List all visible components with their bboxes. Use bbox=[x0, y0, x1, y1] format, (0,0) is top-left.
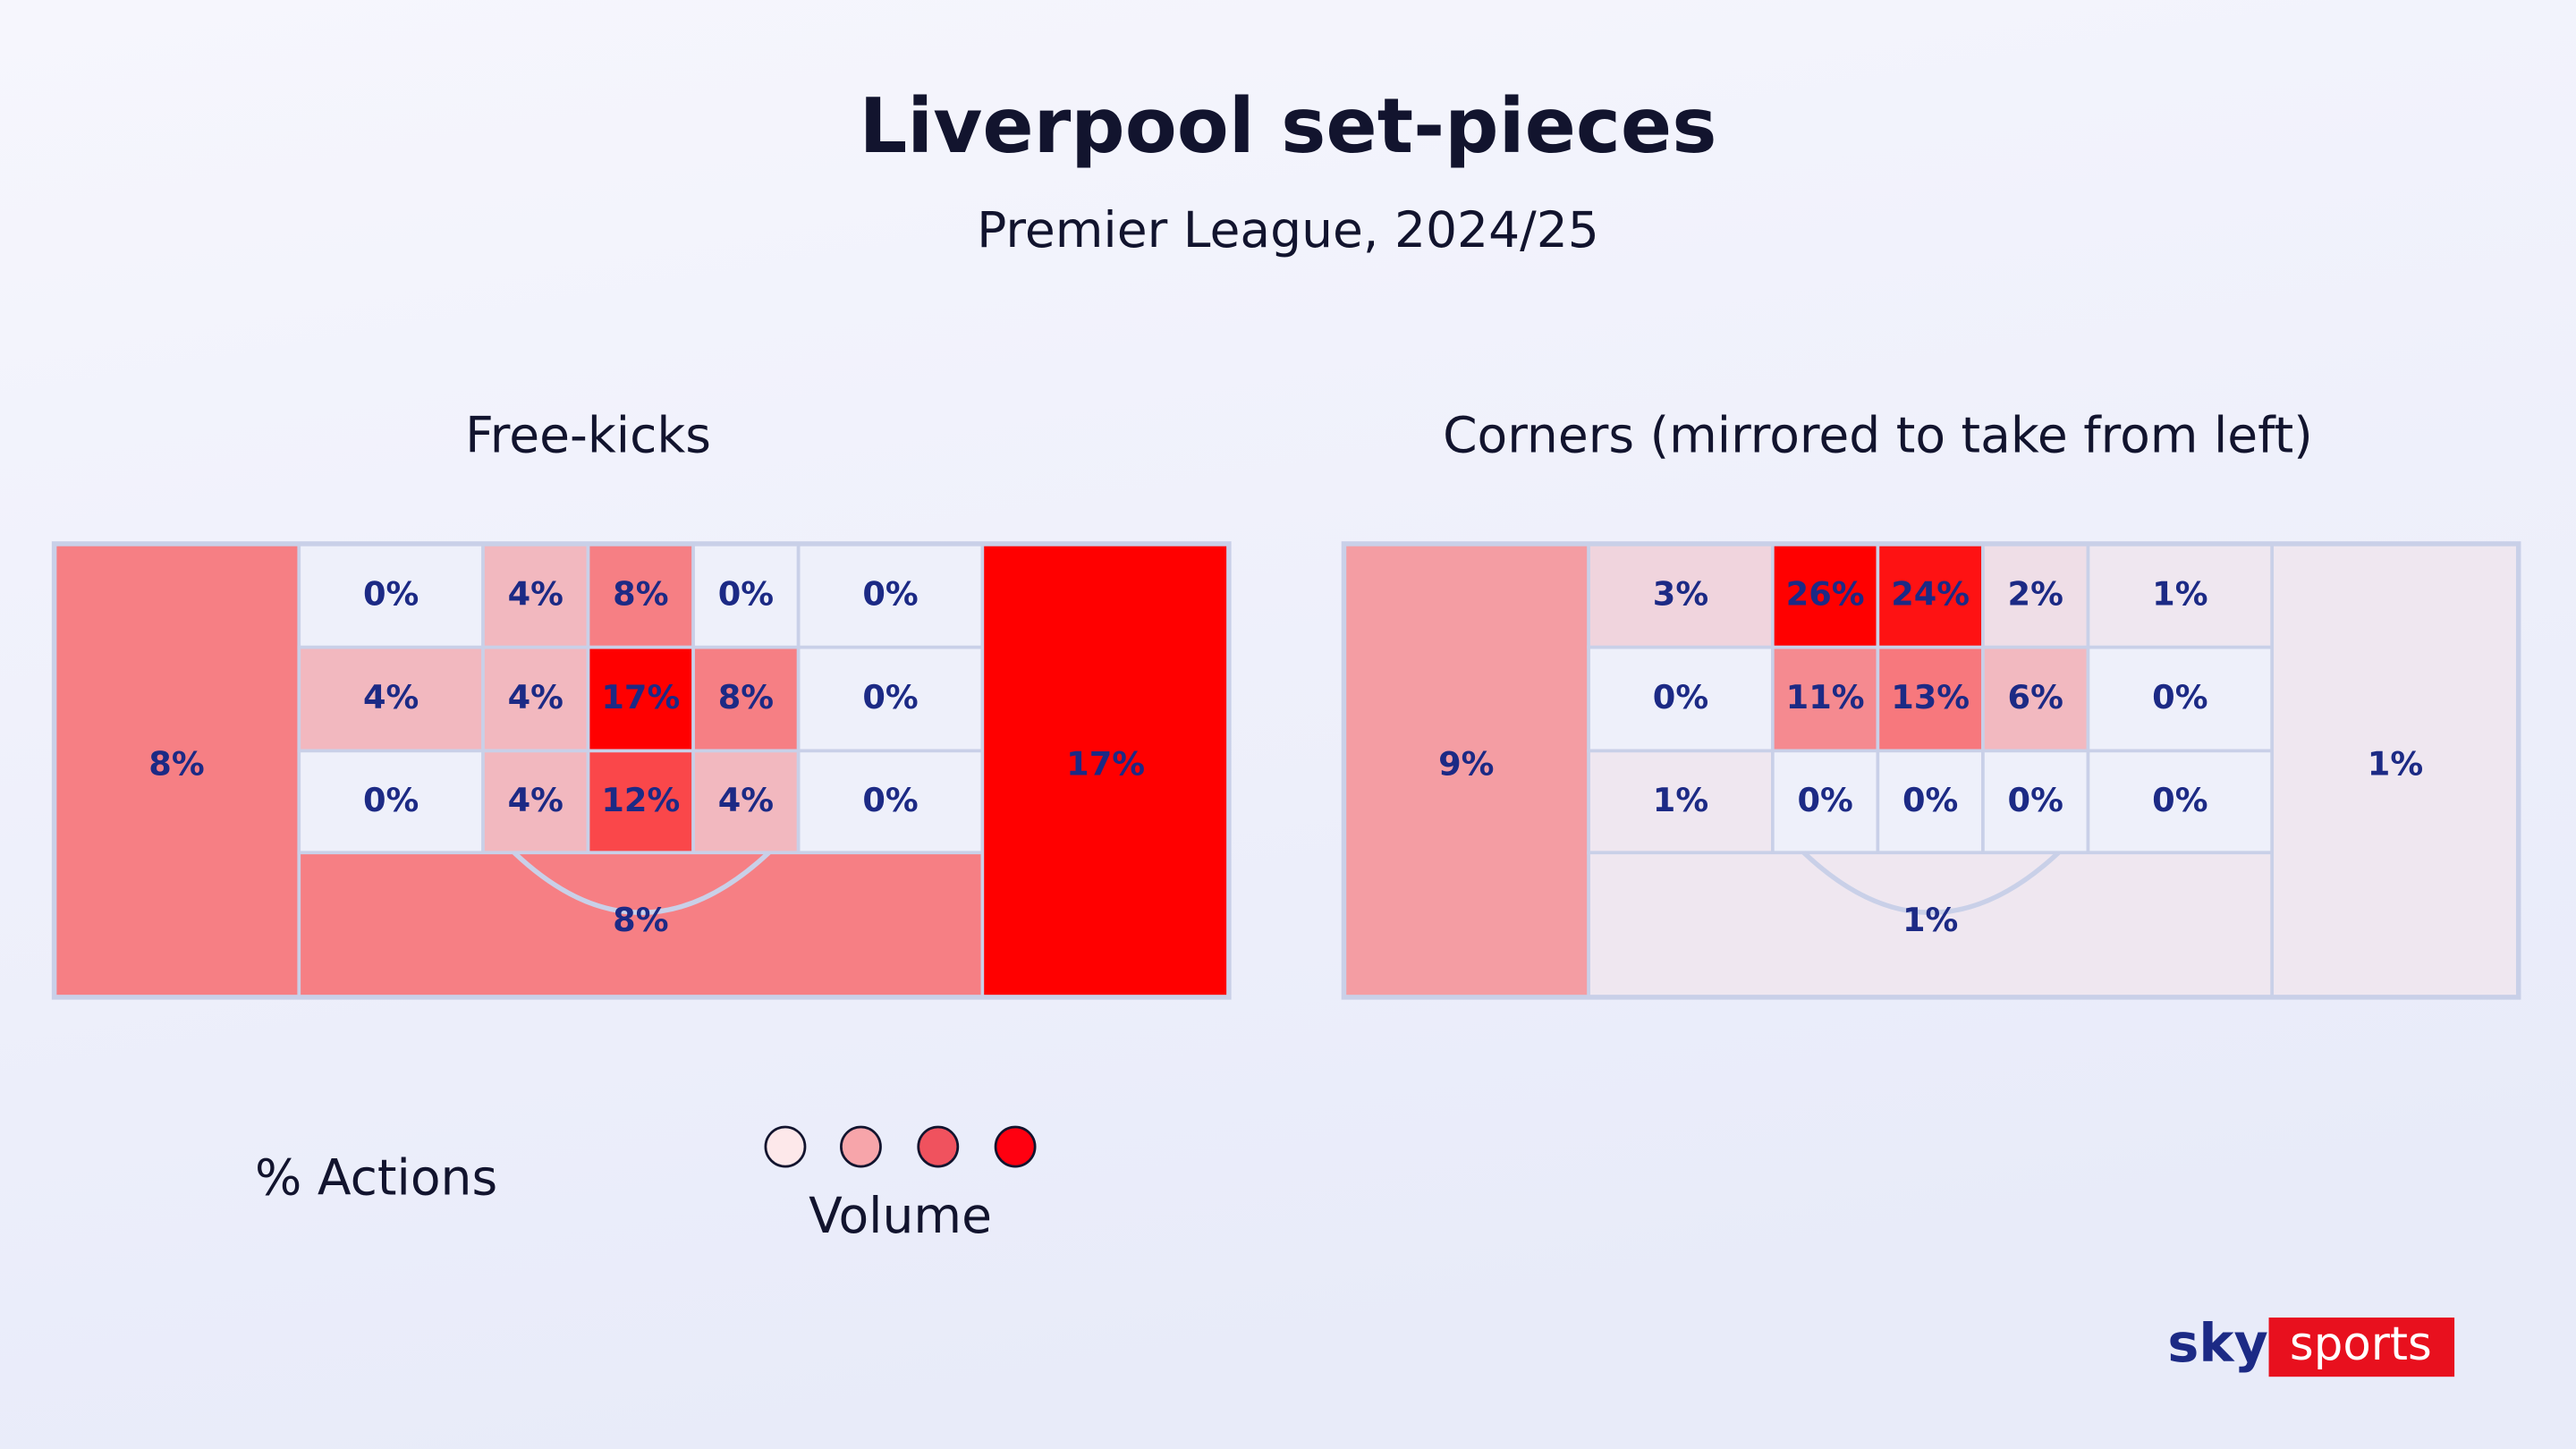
zone bbox=[691, 749, 801, 855]
zone-label: 17% bbox=[1066, 744, 1145, 783]
pitch-outline bbox=[51, 541, 1232, 1000]
zone-label: 0% bbox=[1797, 781, 1852, 819]
title: Liverpool set-pieces bbox=[859, 82, 1716, 170]
zone bbox=[1876, 542, 1985, 649]
legend-swatch bbox=[840, 1125, 882, 1168]
logo-product: sports bbox=[2290, 1318, 2432, 1371]
legend-swatch bbox=[994, 1125, 1037, 1168]
zone bbox=[1587, 851, 2275, 999]
zone bbox=[297, 749, 485, 855]
zone-label: 26% bbox=[1786, 574, 1865, 613]
zone-label: 0% bbox=[2152, 781, 2207, 819]
zone bbox=[1342, 542, 1590, 999]
zone-label: 2% bbox=[2008, 574, 2063, 613]
zone-label: 0% bbox=[1653, 678, 1708, 716]
zone-label: 0% bbox=[862, 781, 918, 819]
zone bbox=[481, 645, 590, 753]
zone-label: 13% bbox=[1891, 678, 1970, 716]
zone-label: 24% bbox=[1891, 574, 1970, 613]
logo-box bbox=[2268, 1318, 2455, 1377]
zone-label: 1% bbox=[2152, 574, 2207, 613]
legend-title: Volume bbox=[809, 1187, 992, 1244]
zone-label: 0% bbox=[363, 574, 419, 613]
zone-label: 0% bbox=[862, 678, 918, 716]
legend-swatch bbox=[917, 1125, 960, 1168]
zone bbox=[1587, 542, 1775, 649]
legend-scale bbox=[764, 1125, 1037, 1168]
zone-label: 3% bbox=[1653, 574, 1708, 613]
zone-label: 8% bbox=[718, 678, 774, 716]
chart-title: Corners (mirrored to take from left) bbox=[1443, 407, 2313, 464]
zone-label: 6% bbox=[2008, 678, 2063, 716]
zone bbox=[2086, 749, 2275, 855]
zone-label: 11% bbox=[1786, 678, 1865, 716]
zone-label: 4% bbox=[363, 678, 419, 716]
zone-label: 0% bbox=[1902, 781, 1958, 819]
zone-label: 4% bbox=[508, 678, 564, 716]
zone-label: 1% bbox=[1653, 781, 1708, 819]
zone bbox=[1771, 645, 1880, 753]
pitch-arc bbox=[513, 851, 771, 915]
zone-label: 4% bbox=[508, 781, 564, 819]
legend-label: % Actions bbox=[255, 1149, 497, 1207]
pitch-outline bbox=[1341, 541, 2521, 1000]
legend-swatch bbox=[764, 1125, 807, 1168]
zone bbox=[691, 645, 801, 753]
pitch-arc bbox=[1801, 851, 2061, 915]
logo-brand: sky bbox=[2167, 1312, 2267, 1374]
zone bbox=[297, 851, 985, 999]
zone bbox=[796, 542, 985, 649]
zone-label: 0% bbox=[718, 574, 774, 613]
zone-label: 8% bbox=[613, 574, 668, 613]
zone-label: 1% bbox=[1902, 901, 1958, 939]
zone-label: 12% bbox=[601, 781, 680, 819]
zone-label: 17% bbox=[601, 678, 680, 716]
zone-label: 4% bbox=[718, 781, 774, 819]
zone bbox=[1587, 645, 1775, 753]
zone-label: 8% bbox=[613, 901, 668, 939]
zone bbox=[980, 542, 1231, 999]
zone-label: 4% bbox=[508, 574, 564, 613]
zone-label: 9% bbox=[1438, 744, 1494, 783]
zone-label: 8% bbox=[148, 744, 204, 783]
chart-title: Free-kicks bbox=[465, 407, 711, 464]
zone bbox=[796, 749, 985, 855]
zone-label: 0% bbox=[363, 781, 419, 819]
zone-label: 0% bbox=[862, 574, 918, 613]
zone-label: 0% bbox=[2152, 678, 2207, 716]
zone-label: 1% bbox=[2368, 744, 2423, 783]
zone bbox=[481, 749, 590, 855]
subtitle: Premier League, 2024/25 bbox=[977, 201, 1599, 258]
zone-label: 0% bbox=[2008, 781, 2063, 819]
